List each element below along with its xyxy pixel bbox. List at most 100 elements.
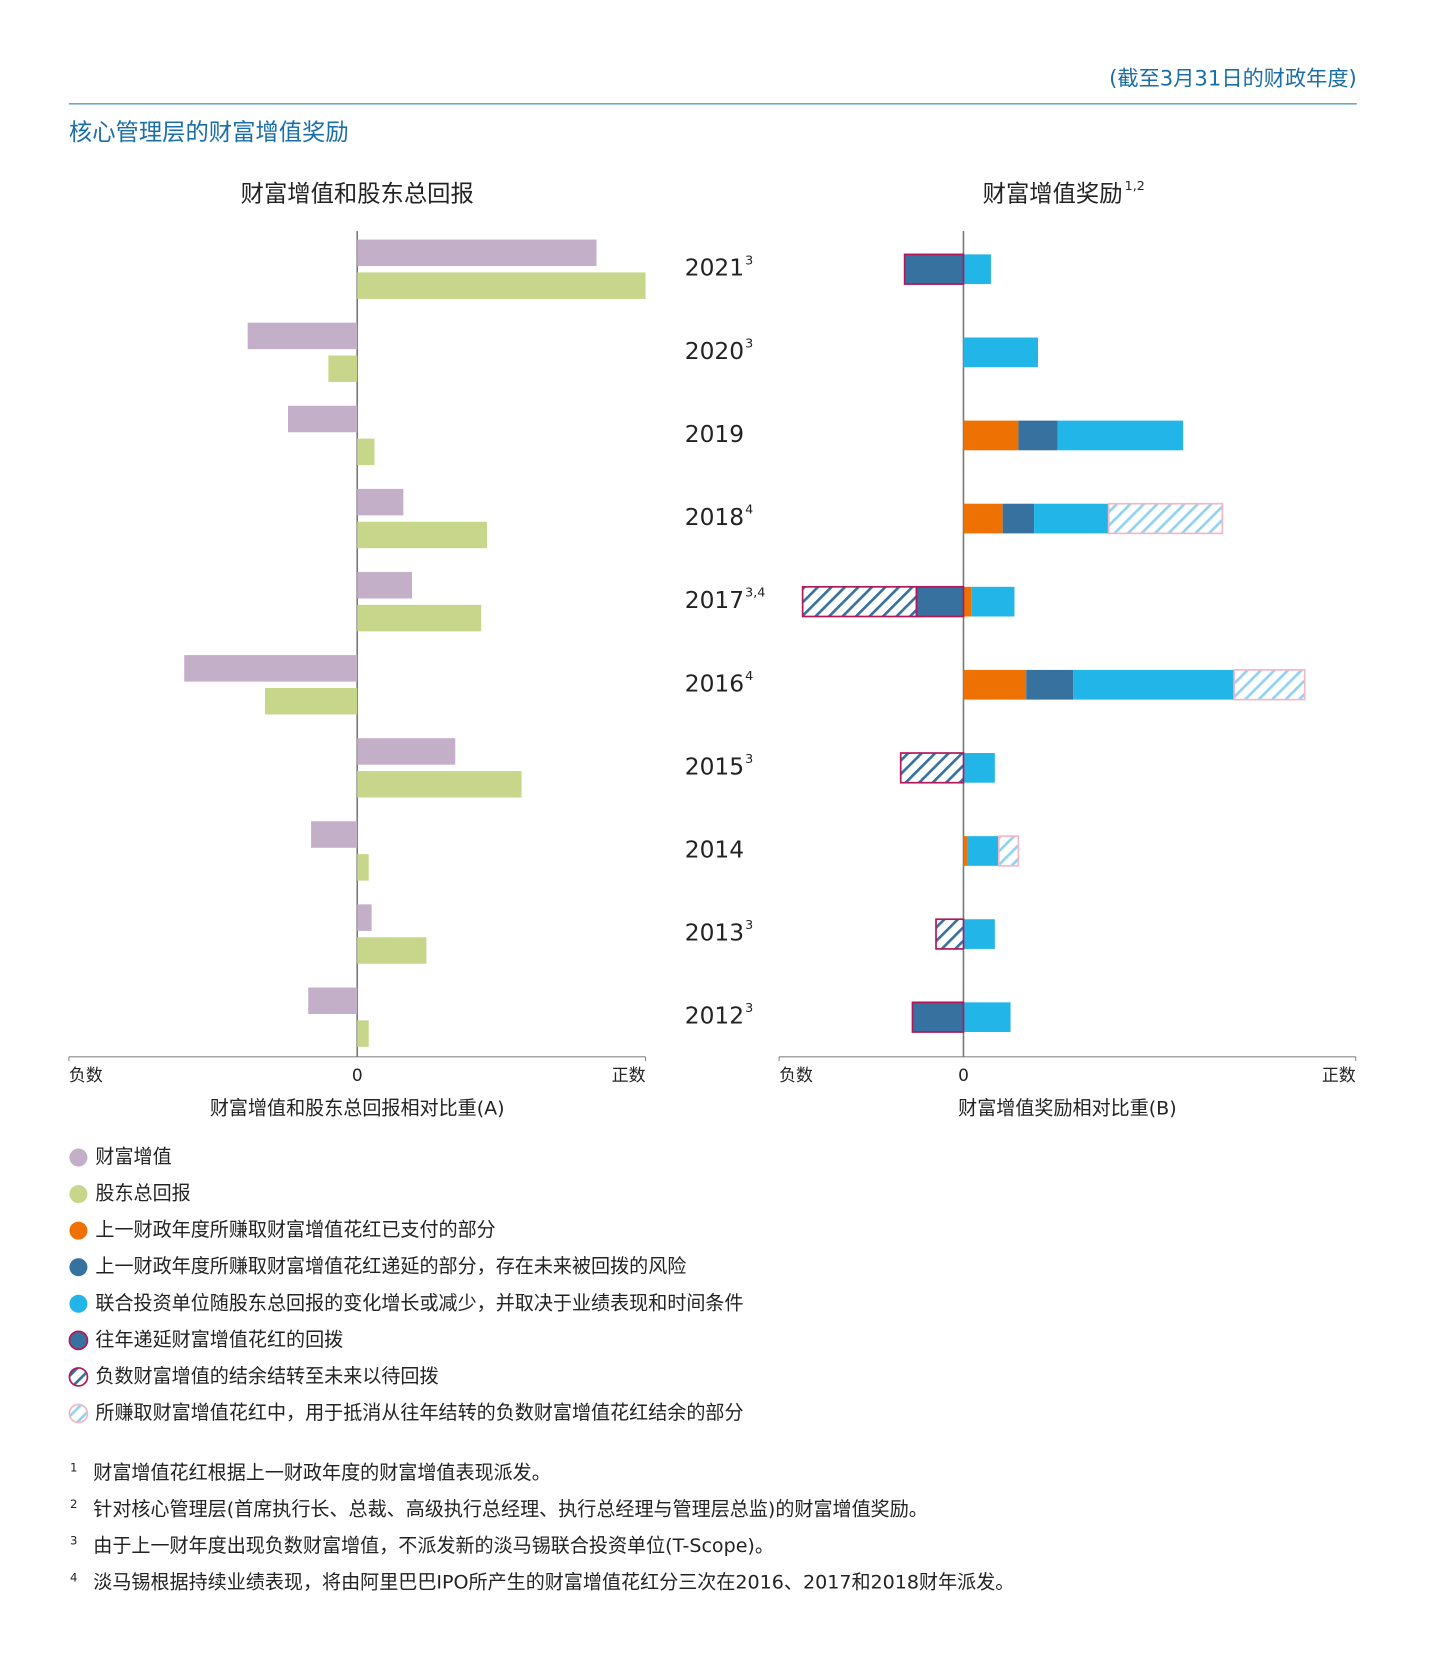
category-label: 2012	[685, 1003, 744, 1030]
bar-segment	[963, 420, 1019, 451]
bar-segment	[935, 918, 965, 950]
bar-segment	[963, 836, 968, 866]
legend-marker	[69, 1221, 88, 1240]
bar	[264, 687, 358, 715]
bar-segment	[1034, 503, 1109, 534]
bar	[184, 655, 358, 682]
chart-title: 财富增值奖励	[983, 181, 1123, 208]
footnote-text: 由于上一财年度出现负数财富增值，不派发新的淡马锡联合投资单位(T-Scope)。	[93, 1535, 774, 1557]
bar	[311, 821, 358, 848]
category-label: 2020	[685, 338, 744, 365]
chart-title: 财富增值和股东总回报	[241, 181, 474, 208]
content: (截至3月31日的财政年度) 核心管理层的财富增值奖励 财富增值和股东总回报负数…	[68, 65, 1357, 1594]
bar-segment	[963, 337, 1038, 368]
bar	[308, 987, 358, 1014]
footnote-text: 淡马锡根据持续业绩表现，将由阿里巴巴IPO所产生的财富增值花红分三次在2016、…	[93, 1572, 1014, 1594]
legend-marker	[69, 1185, 88, 1204]
bar-segment	[915, 585, 965, 618]
legend-label: 负数财富增值的结余结转至未来以待回拨	[95, 1365, 438, 1387]
bar-segment	[1018, 420, 1058, 451]
bar	[357, 904, 372, 931]
bar-segment	[801, 585, 918, 618]
category-label: 2016	[685, 670, 744, 697]
bar-segment	[899, 752, 965, 784]
bar	[357, 488, 404, 516]
category-note: 4	[745, 668, 753, 683]
page-title: 核心管理层的财富增值奖励	[69, 119, 349, 146]
bar	[357, 1020, 369, 1047]
x-tick-label: 0	[958, 1065, 969, 1085]
bar-segment	[963, 254, 991, 285]
legend-marker	[68, 1403, 89, 1424]
bar-segment	[967, 836, 999, 866]
category-label: 2014	[685, 836, 744, 863]
category-label: 2018	[685, 504, 744, 531]
category-note: 3	[745, 751, 753, 766]
footnote-marker: 2	[70, 1497, 77, 1511]
bar-segment	[963, 669, 1027, 700]
category-note: 3	[745, 1000, 753, 1015]
x-tick-label: 正数	[1322, 1065, 1356, 1085]
legend-marker	[68, 1367, 89, 1387]
bar-segment	[963, 586, 972, 617]
x-tick-label: 0	[352, 1065, 363, 1085]
x-axis-label: 财富增值奖励相对比重(B)	[958, 1097, 1177, 1119]
bar	[357, 937, 427, 964]
x-tick-label: 正数	[612, 1065, 646, 1085]
legend-label: 上一财政年度所赚取财富增值花红递延的部分，存在未来被回拨的风险	[95, 1256, 686, 1278]
footnote-marker: 3	[70, 1534, 77, 1548]
bar	[357, 521, 487, 549]
category-note: 3	[745, 335, 753, 350]
footnote-text: 财富增值花红根据上一财政年度的财富增值表现派发。	[93, 1462, 551, 1484]
bar	[357, 571, 413, 599]
legend-label: 上一财政年度所赚取财富增值花红已支付的部分	[95, 1219, 495, 1241]
bar-segment	[1002, 503, 1035, 534]
chart-title-note: 1,2	[1125, 178, 1145, 193]
category-note: 3	[745, 917, 753, 932]
bar-segment	[963, 919, 995, 949]
bar-segment	[963, 753, 995, 783]
legend-label: 财富增值	[95, 1146, 171, 1168]
header-note: (截至3月31日的财政年度)	[1109, 65, 1357, 90]
category-label: 2021	[685, 255, 744, 282]
category-note: 3	[745, 252, 753, 267]
legend-label: 股东总回报	[95, 1183, 190, 1205]
footnote-text: 针对核心管理层(首席执行长、总裁、高级执行总经理、执行总经理与管理层总监)的财富…	[93, 1498, 928, 1520]
bar	[357, 438, 375, 466]
bar-segment	[1233, 669, 1306, 701]
bar	[357, 854, 369, 881]
footnote-marker: 1	[70, 1461, 77, 1475]
x-tick-label: 负数	[779, 1065, 813, 1085]
bar	[357, 604, 482, 632]
bar	[288, 405, 358, 433]
legend-label: 所赚取财富增值花红中，用于抵消从往年结转的负数财富增值花红结余的部分	[95, 1402, 743, 1424]
bar-segment	[1073, 669, 1235, 700]
bar-segment	[911, 1001, 965, 1033]
bar-segment	[903, 253, 965, 285]
legend-marker	[68, 1330, 89, 1351]
legend-marker	[69, 1294, 88, 1313]
bar	[328, 355, 358, 383]
bar	[247, 322, 358, 350]
bar	[357, 272, 646, 299]
category-note: 4	[745, 502, 753, 517]
bar-segment	[963, 1002, 1011, 1033]
legend-label: 往年递延财富增值花红的回拨	[95, 1329, 343, 1351]
bar-segment	[1057, 420, 1184, 451]
bar-segment	[1107, 502, 1224, 535]
x-axis-label: 财富增值和股东总回报相对比重(A)	[210, 1097, 505, 1119]
footnote-marker: 4	[70, 1570, 77, 1584]
bar	[357, 771, 522, 798]
bar-segment	[971, 586, 1015, 617]
x-tick-label: 负数	[69, 1065, 103, 1085]
legend-marker	[69, 1148, 88, 1167]
category-label: 2015	[685, 753, 744, 780]
category-label: 2013	[685, 920, 744, 947]
legend-label: 联合投资单位随股东总回报的变化增长或减少，并取决于业绩表现和时间条件	[95, 1292, 743, 1314]
category-note: 3,4	[745, 585, 765, 600]
bar	[357, 738, 456, 765]
bar-segment	[963, 503, 1003, 534]
bar-segment	[1026, 669, 1074, 700]
legend-marker	[69, 1258, 88, 1277]
